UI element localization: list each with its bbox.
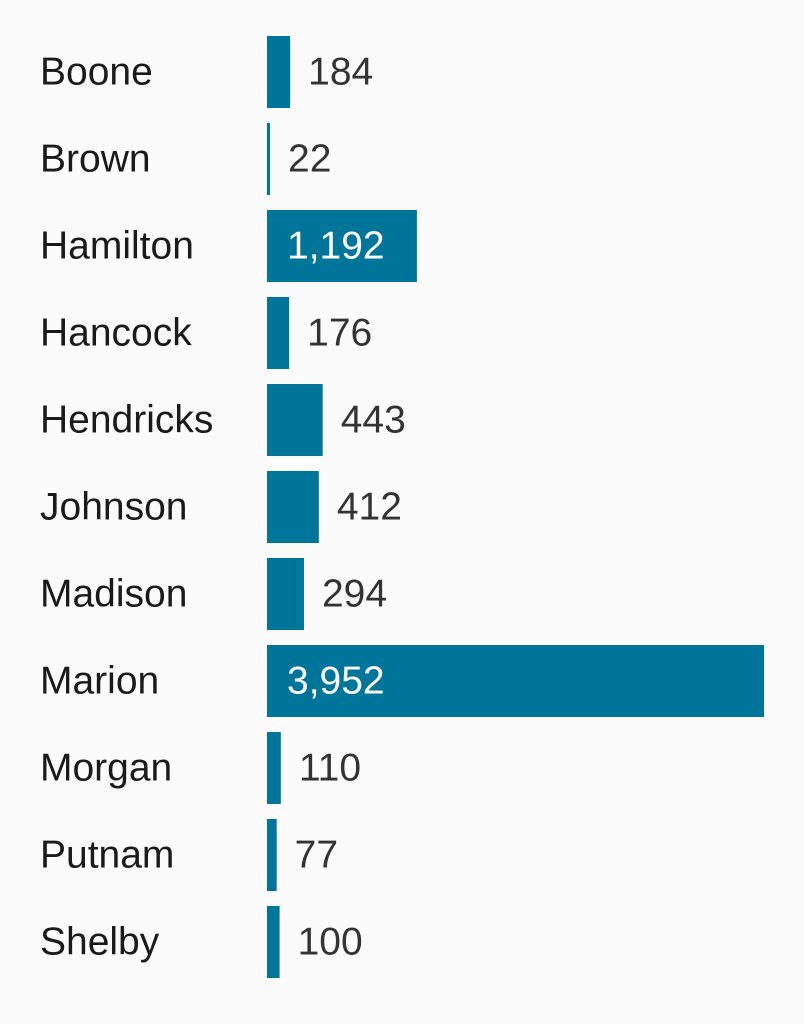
category-label-madison: Madison <box>40 573 187 616</box>
category-label-brown: Brown <box>40 138 151 181</box>
value-label-marion: 3,952 <box>287 660 385 703</box>
category-labels: Boone Brown Hamilton Hancock Hendricks Johnso… <box>40 51 213 964</box>
category-label-shelby: Shelby <box>40 921 160 964</box>
category-label-marion: Marion <box>40 660 159 703</box>
value-label-johnson: 412 <box>337 486 402 529</box>
category-label-boone: Boone <box>40 51 153 94</box>
value-label-putnam: 77 <box>295 834 338 877</box>
value-label-hancock: 176 <box>307 312 372 355</box>
value-labels: 184 22 1,192 176 443 412 294 3,952 110 77 100 <box>287 51 406 964</box>
category-label-hancock: Hancock <box>40 312 192 355</box>
value-label-boone: 184 <box>308 51 373 94</box>
bar-hancock <box>267 297 290 369</box>
category-label-hamilton: Hamilton <box>40 225 194 268</box>
bar-hamilton <box>267 210 417 282</box>
category-label-hendricks: Hendricks <box>40 399 213 442</box>
category-label-morgan: Morgan <box>40 747 172 790</box>
value-label-shelby: 100 <box>298 921 363 964</box>
value-label-brown: 22 <box>288 138 331 181</box>
bar-johnson <box>267 471 319 543</box>
category-label-johnson: Johnson <box>40 486 187 529</box>
value-label-madison: 294 <box>322 573 387 616</box>
category-label-putnam: Putnam <box>40 834 174 877</box>
bars <box>267 36 764 978</box>
bar-morgan <box>267 732 281 804</box>
bar-hendricks <box>267 384 323 456</box>
bar-madison <box>267 558 304 630</box>
bar-shelby <box>267 906 280 978</box>
value-label-hendricks: 443 <box>341 399 406 442</box>
bar-putnam <box>267 819 277 891</box>
bar-boone <box>267 36 291 108</box>
bar-marion <box>267 645 764 717</box>
bar-brown <box>267 123 270 195</box>
value-label-morgan: 110 <box>299 747 361 790</box>
value-label-hamilton: 1,192 <box>287 225 385 268</box>
